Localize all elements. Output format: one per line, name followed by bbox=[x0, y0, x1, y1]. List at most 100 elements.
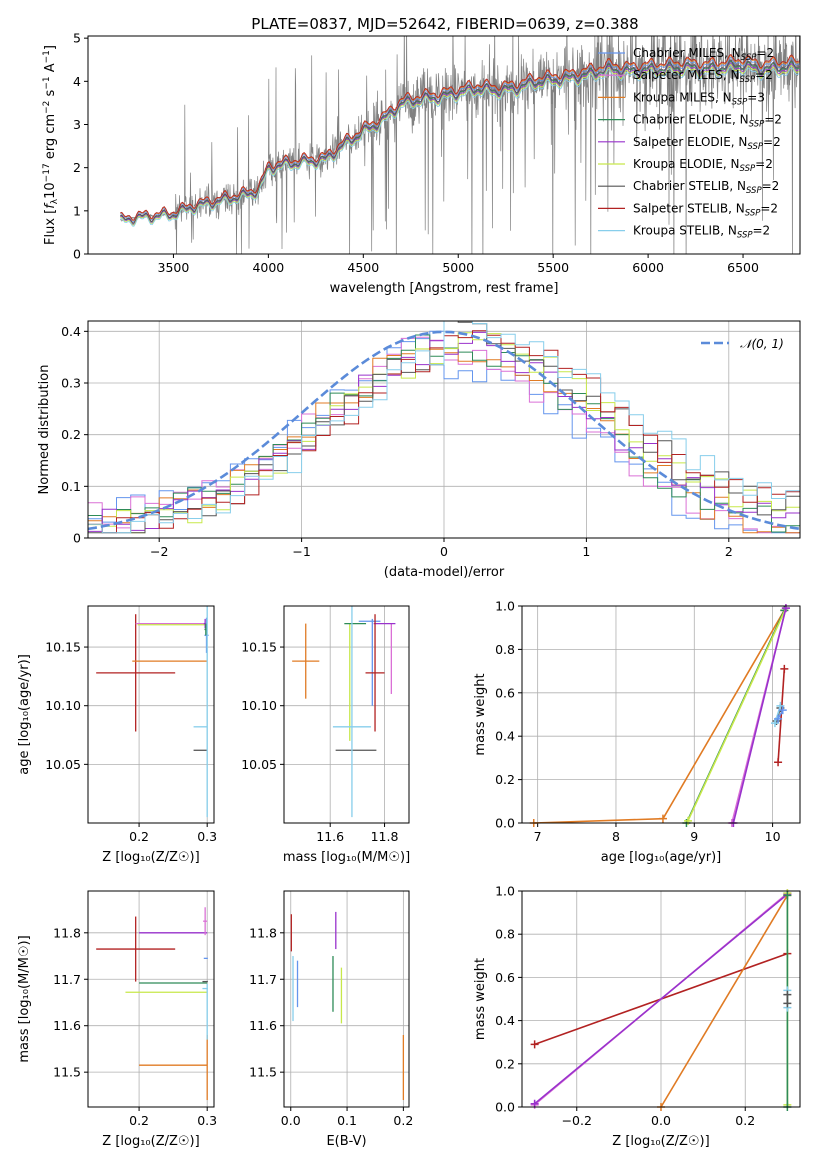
x-tick-label: 0.3 bbox=[197, 1113, 217, 1128]
y-tick-label: 0.6 bbox=[495, 970, 515, 985]
x-tick-label: 0.2 bbox=[735, 1113, 755, 1128]
model-spectrum-kroupa_stelib bbox=[120, 66, 800, 227]
model-spectrum-chabrier_stelib bbox=[120, 59, 800, 224]
x-tick-label: 0.1 bbox=[337, 1113, 357, 1128]
x-tick-label: 4000 bbox=[252, 260, 284, 275]
spectrum-panel: 3500 4000 4500 5000 5500 6000 6500 0 1 2 3 4 5 wavele… bbox=[42, 31, 801, 296]
figure-title: PLATE=0837, MJD=52642, FIBERID=0639, z=0… bbox=[251, 15, 638, 33]
age-vs-mass-panel: 11.6 11.8 10.05 10.10 10.15 mass [log₁₀(M/M☉)… bbox=[241, 605, 410, 865]
y-tick-label: 0 bbox=[73, 247, 81, 262]
legend-label: Chabrier MILES, NSSP=2 bbox=[633, 46, 774, 63]
residuals-panel: −2 −1 0 1 2 0 0.1 0.2 0.3 0.4 (data-model)/error No… bbox=[37, 320, 801, 580]
axes-frame bbox=[87, 35, 801, 255]
y-axis-label: age [log₁₀(age/yr)] bbox=[17, 654, 32, 775]
weight-marker-salpeter_elodie bbox=[530, 1099, 539, 1108]
legend-label: Chabrier ELODIE, NSSP=2 bbox=[633, 113, 782, 130]
x-tick-label: 0.2 bbox=[129, 1113, 149, 1128]
model-spectrum-kroupa_miles bbox=[120, 55, 800, 222]
x-tick-label: 0.3 bbox=[197, 829, 217, 844]
y-tick-label: 10.10 bbox=[241, 698, 277, 713]
weight-line-kroupa_miles bbox=[660, 894, 789, 1108]
x-tick-label: 11.6 bbox=[316, 829, 344, 844]
y-axis-label: Normed distribution bbox=[37, 365, 52, 495]
x-tick-label: 3500 bbox=[158, 260, 190, 275]
x-tick-label: 10 bbox=[765, 829, 781, 844]
legend-label: Kroupa STELIB, NSSP=2 bbox=[633, 224, 770, 241]
legend-label: Kroupa ELODIE, NSSP=2 bbox=[633, 157, 773, 174]
x-axis-label: E(B-V) bbox=[326, 1134, 366, 1149]
x-tick-label: 0.0 bbox=[281, 1113, 301, 1128]
weight-marker-chabrier_elodie bbox=[783, 891, 792, 900]
y-tick-label: 0.8 bbox=[495, 927, 515, 942]
x-tick-label: 11.8 bbox=[371, 829, 399, 844]
weight-marker-salpeter_stelib bbox=[780, 664, 789, 673]
y-tick-label: 10.10 bbox=[45, 698, 81, 713]
y-tick-label: 10.05 bbox=[241, 757, 277, 772]
y-tick-label: 1.0 bbox=[495, 884, 515, 899]
y-tick-label: 0.1 bbox=[61, 479, 81, 494]
y-tick-label: 0.2 bbox=[495, 772, 515, 787]
weight-line-kroupa_miles bbox=[533, 609, 785, 824]
weight-line-kroupa_elodie bbox=[687, 607, 787, 822]
weight-marker-chabrier_miles bbox=[778, 706, 787, 715]
x-tick-label: 0.0 bbox=[651, 1113, 671, 1128]
mass-weight-vs-age-panel: 7 8 9 10 0.0 0.2 0.4 0.6 0.8 1.0 age [log₁₀(age/yr… bbox=[473, 599, 801, 865]
weight-line-salpeter_stelib bbox=[777, 668, 786, 763]
age-vs-metallicity-panel: 0.2 0.3 10.05 10.10 10.15 Z [log₁₀(Z/Z☉)] age … bbox=[17, 605, 217, 865]
axes-frame bbox=[87, 890, 215, 1108]
y-tick-label: 0.4 bbox=[61, 324, 81, 339]
axes-frame bbox=[87, 320, 801, 539]
weight-line-kroupa_stelib bbox=[774, 705, 782, 724]
y-tick-label: 0.0 bbox=[495, 1100, 515, 1115]
y-tick-label: 0 bbox=[73, 531, 81, 546]
x-tick-label: −2 bbox=[150, 544, 168, 559]
x-axis-label: age [log₁₀(age/yr)] bbox=[601, 850, 722, 865]
x-axis-label: Z [log₁₀(Z/Z☉)] bbox=[612, 1134, 709, 1149]
legend-label: Chabrier STELIB, NSSP=2 bbox=[633, 179, 779, 196]
model-spectrum-salpeter_stelib bbox=[120, 53, 800, 221]
model-spectrum-chabrier_miles bbox=[120, 56, 800, 222]
y-tick-label: 11.7 bbox=[53, 972, 81, 987]
y-tick-label: 11.8 bbox=[249, 925, 277, 940]
legend-label: 𝒩(0, 1) bbox=[740, 337, 784, 351]
weight-marker-salpeter_stelib bbox=[774, 758, 783, 767]
axes-frame bbox=[521, 890, 801, 1108]
y-tick-label: 0.3 bbox=[61, 376, 81, 391]
mass-vs-ebv-panel: 0.0 0.1 0.2 11.5 11.6 11.7 11.8 E(B-V) bbox=[249, 890, 413, 1149]
x-axis-label: wavelength [Angstrom, rest frame] bbox=[330, 281, 559, 296]
y-tick-label: 0.4 bbox=[495, 1013, 515, 1028]
y-tick-label: 11.7 bbox=[249, 972, 277, 987]
x-tick-label: 2 bbox=[725, 544, 733, 559]
x-tick-label: 6500 bbox=[727, 260, 759, 275]
x-tick-label: 0.2 bbox=[393, 1113, 413, 1128]
mass-vs-metallicity-panel: 0.2 0.3 11.5 11.6 11.7 11.8 Z [log₁₀(Z/Z☉)] mas… bbox=[17, 890, 217, 1149]
x-tick-label: 4500 bbox=[347, 260, 379, 275]
y-tick-label: 11.5 bbox=[249, 1065, 277, 1080]
legend-label: Kroupa MILES, NSSP=3 bbox=[633, 90, 765, 107]
legend-label: Salpeter STELIB, NSSP=2 bbox=[633, 201, 778, 218]
y-tick-label: 5 bbox=[73, 31, 81, 46]
mass-weight-vs-metallicity-panel: −0.2 0.0 0.2 0.0 0.2 0.4 0.6 0.8 1.0 Z [log₁₀(Z/Z… bbox=[473, 884, 801, 1149]
model-spectrum-salpeter_elodie bbox=[120, 62, 800, 225]
y-tick-label: 4 bbox=[73, 74, 81, 89]
histogram-kroupa_stelib bbox=[88, 321, 800, 538]
x-tick-label: 5500 bbox=[537, 260, 569, 275]
y-tick-label: 3 bbox=[73, 117, 81, 132]
weight-marker-chabrier_stelib bbox=[783, 990, 792, 999]
weight-marker-kroupa_stelib bbox=[776, 701, 785, 710]
weight-marker-kroupa_miles bbox=[658, 814, 667, 823]
y-tick-label: 0.4 bbox=[495, 729, 515, 744]
y-axis-label: Flux [fλ10−17 erg cm−2 s−1 A−1] bbox=[42, 45, 60, 245]
legend-label: Salpeter ELODIE, NSSP=2 bbox=[633, 135, 781, 152]
model-spectrum-chabrier_elodie bbox=[120, 60, 800, 224]
y-tick-label: 11.5 bbox=[53, 1065, 81, 1080]
x-axis-label: Z [log₁₀(Z/Z☉)] bbox=[102, 1134, 199, 1149]
weight-marker-kroupa_stelib bbox=[770, 719, 779, 728]
y-tick-label: 0.6 bbox=[495, 685, 515, 700]
y-tick-label: 10.15 bbox=[241, 640, 277, 655]
x-tick-label: 9 bbox=[690, 829, 698, 844]
x-tick-label: 7 bbox=[534, 829, 542, 844]
legend-label: Salpeter MILES, NSSP=2 bbox=[633, 68, 773, 85]
y-tick-label: 0.2 bbox=[495, 1056, 515, 1071]
y-tick-label: 1 bbox=[73, 203, 81, 218]
